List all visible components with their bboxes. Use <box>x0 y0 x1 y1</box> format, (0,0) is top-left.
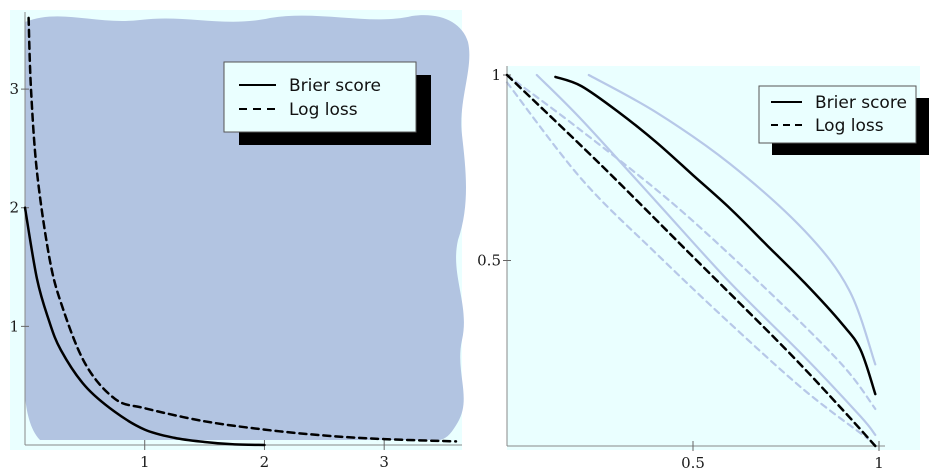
chart-left-legend-label-logloss: Log loss <box>289 100 358 120</box>
chart-right-series-brier-score <box>554 75 877 396</box>
chart-left-x-tick-label: 2 <box>260 453 270 471</box>
chart-left-y-tick-label: 1 <box>9 317 19 335</box>
chart-right-y-tick-label: 1 <box>491 66 501 84</box>
chart-left-legend: Brier score Log loss <box>223 61 431 145</box>
chart-right-y-tick-label: 0.5 <box>477 252 501 270</box>
chart-right-faint-curves <box>505 73 877 440</box>
chart-right-faint-curve <box>587 73 877 366</box>
chart-left-x-tick-label: 3 <box>379 453 389 471</box>
chart-left-y-tick-label: 3 <box>9 80 19 98</box>
chart-left-series <box>23 16 458 447</box>
chart-left-series-brier-score <box>23 206 266 447</box>
chart-left-legend-box <box>223 61 417 133</box>
chart-right-legend-box <box>758 85 917 144</box>
chart-right-axes: 0.5 1 0.5 1 <box>477 66 885 472</box>
chart-right: 0.5 1 0.5 1 Brier score Log loss <box>477 66 929 472</box>
chart-right-series <box>505 73 877 448</box>
chart-right-faint-curve <box>505 81 869 440</box>
chart-left-y-tick-label: 2 <box>9 199 19 217</box>
chart-right-legend-label-brier: Brier score <box>815 93 907 113</box>
chart-right-faint-curve <box>505 73 877 410</box>
chart-right-x-tick-label: 1 <box>874 454 884 472</box>
chart-left: 1 2 3 1 2 3 Brier score Log loss <box>9 10 470 471</box>
chart-left-series-log-loss <box>27 16 458 443</box>
chart-left-x-tick-label: 1 <box>140 453 150 471</box>
chart-right-legend: Brier score Log loss <box>758 85 929 155</box>
chart-right-x-tick-label: 0.5 <box>681 454 705 472</box>
chart-right-series-log-loss <box>505 73 877 448</box>
chart-right-legend-label-logloss: Log loss <box>815 116 884 136</box>
chart-left-legend-label-brier: Brier score <box>289 76 381 96</box>
chart-right-faint-curve <box>535 73 877 436</box>
chart-right-ticks: 0.5 1 0.5 1 <box>477 66 884 472</box>
